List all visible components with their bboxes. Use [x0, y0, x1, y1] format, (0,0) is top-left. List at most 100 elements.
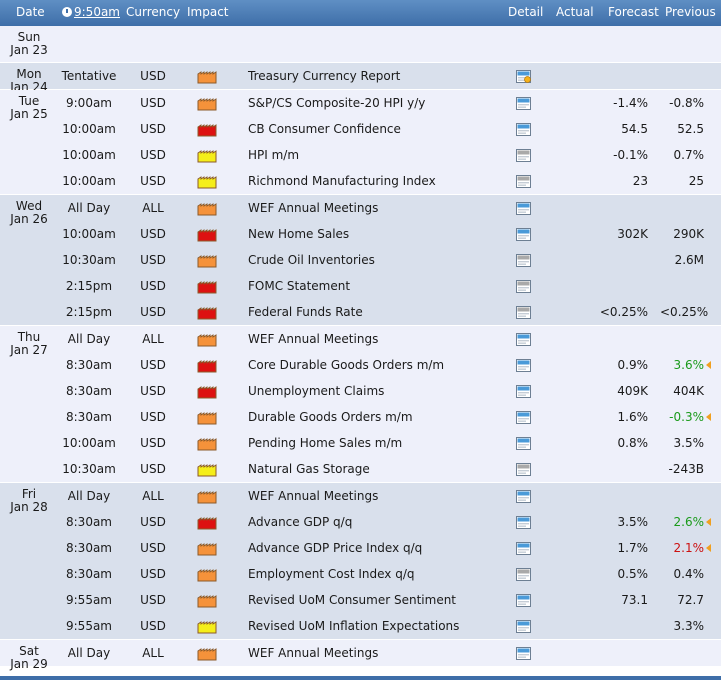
event-currency: USD [140, 410, 166, 424]
detail-icon[interactable] [516, 516, 531, 529]
table-row[interactable]: 10:30am USD Natural Gas Storage -243B [0, 456, 721, 482]
clock-icon [62, 7, 72, 17]
table-row[interactable]: 9:55am USD Revised UoM Consumer Sentiment 7… [0, 587, 721, 613]
detail-icon[interactable] [516, 490, 531, 503]
detail-icon[interactable] [516, 594, 531, 607]
table-row[interactable]: 8:30am USD Core Durable Goods Orders m/m 0.… [0, 352, 721, 378]
event-title[interactable]: Unemployment Claims [248, 384, 385, 398]
impact-medium-icon [197, 438, 217, 451]
event-title[interactable]: Natural Gas Storage [248, 462, 370, 476]
event-currency: USD [140, 227, 166, 241]
event-title[interactable]: WEF Annual Meetings [248, 489, 379, 503]
day-label: Sun Jan 23 [0, 31, 58, 57]
detail-icon[interactable] [516, 228, 531, 241]
event-title[interactable]: Durable Goods Orders m/m [248, 410, 413, 424]
detail-icon[interactable] [516, 280, 531, 293]
table-row[interactable]: 10:30am USD Crude Oil Inventories 2.6M [0, 247, 721, 273]
event-title[interactable]: New Home Sales [248, 227, 350, 241]
table-row[interactable]: 2:15pm USD FOMC Statement [0, 273, 721, 299]
table-row[interactable]: 8:30am USD Employment Cost Index q/q 0.5% 0.… [0, 561, 721, 587]
detail-icon[interactable] [516, 123, 531, 136]
impact-medium-icon [197, 543, 217, 556]
detail-icon[interactable] [516, 175, 531, 188]
event-title[interactable]: Treasury Currency Report [248, 69, 401, 83]
event-title[interactable]: FOMC Statement [248, 279, 351, 293]
event-title[interactable]: Richmond Manufacturing Index [248, 174, 436, 188]
event-title[interactable]: HPI m/m [248, 148, 300, 162]
event-forecast: 73.1 [621, 593, 648, 607]
detail-icon[interactable] [516, 306, 531, 319]
event-title[interactable]: Federal Funds Rate [248, 305, 363, 319]
event-currency: USD [140, 358, 166, 372]
detail-icon[interactable] [516, 359, 531, 372]
event-title[interactable]: WEF Annual Meetings [248, 646, 379, 660]
table-row[interactable]: 10:00am USD New Home Sales 302K 290K [0, 221, 721, 247]
event-title[interactable]: CB Consumer Confidence [248, 122, 401, 136]
table-row[interactable]: All Day ALL WEF Annual Meetings [0, 483, 721, 509]
event-title[interactable]: Employment Cost Index q/q [248, 567, 415, 581]
event-forecast: -1.4% [613, 96, 648, 110]
detail-icon[interactable] [516, 568, 531, 581]
table-row[interactable]: 8:30am USD Unemployment Claims 409K 404K [0, 378, 721, 404]
event-currency: ALL [142, 646, 164, 660]
table-row[interactable]: 10:00am USD Pending Home Sales m/m 0.8% 3.5% [0, 430, 721, 456]
table-row[interactable]: 8:30am USD Durable Goods Orders m/m 1.6% -0.… [0, 404, 721, 430]
detail-icon[interactable] [516, 647, 531, 660]
table-row[interactable]: 9:00am USD S&P/CS Composite-20 HPI y/y -1.4… [0, 90, 721, 116]
detail-icon[interactable] [516, 411, 531, 424]
event-previous: 72.7 [677, 593, 704, 607]
detail-icon[interactable] [516, 620, 531, 633]
day-label: Wed Jan 26 [0, 200, 58, 226]
event-title[interactable]: Pending Home Sales m/m [248, 436, 403, 450]
header-time[interactable]: 9:50am [74, 5, 120, 19]
event-title[interactable]: Revised UoM Consumer Sentiment [248, 593, 457, 607]
table-row[interactable]: Tentative USD Treasury Currency Report [0, 63, 721, 89]
detail-icon[interactable] [516, 542, 531, 555]
event-forecast: 3.5% [617, 515, 649, 529]
table-row[interactable]: All Day ALL WEF Annual Meetings [0, 326, 721, 352]
header-impact: Impact [187, 5, 229, 19]
event-title[interactable]: S&P/CS Composite-20 HPI y/y [248, 96, 426, 110]
detail-new-icon[interactable] [516, 70, 531, 83]
event-title[interactable]: WEF Annual Meetings [248, 201, 379, 215]
impact-medium-icon [197, 71, 217, 84]
table-row[interactable]: 8:30am USD Advance GDP q/q 3.5% 2.6% [0, 509, 721, 535]
event-title[interactable]: Crude Oil Inventories [248, 253, 375, 267]
day-label: Tue Jan 25 [0, 95, 58, 121]
detail-icon[interactable] [516, 97, 531, 110]
detail-icon[interactable] [516, 463, 531, 476]
day-label: Thu Jan 27 [0, 331, 58, 357]
revision-arrow-icon [706, 518, 711, 526]
impact-low-icon [197, 176, 217, 189]
table-row[interactable]: All Day ALL WEF Annual Meetings [0, 640, 721, 666]
table-row[interactable]: 8:30am USD Advance GDP Price Index q/q 1.7%… [0, 535, 721, 561]
detail-icon[interactable] [516, 149, 531, 162]
event-previous: -243B [668, 462, 704, 476]
table-row[interactable]: 10:00am USD Richmond Manufacturing Index 23… [0, 168, 721, 194]
table-row[interactable]: 9:55am USD Revised UoM Inflation Expectati… [0, 613, 721, 639]
event-currency: USD [140, 593, 166, 607]
day-date: Jan 23 [10, 43, 48, 57]
detail-icon[interactable] [516, 385, 531, 398]
table-row[interactable]: 10:00am USD HPI m/m -0.1% 0.7% [0, 142, 721, 168]
event-title[interactable]: Advance GDP Price Index q/q [248, 541, 423, 555]
event-title[interactable]: Core Durable Goods Orders m/m [248, 358, 445, 372]
event-currency: USD [140, 384, 166, 398]
table-row[interactable]: 10:00am USD CB Consumer Confidence 54.5 52.5 [0, 116, 721, 142]
time-toggle[interactable]: 9:50am [62, 5, 120, 19]
event-forecast: 409K [617, 384, 648, 398]
event-title[interactable]: WEF Annual Meetings [248, 332, 379, 346]
footer-bar [0, 676, 721, 680]
table-row[interactable]: 2:15pm USD Federal Funds Rate <0.25% <0.25% [0, 299, 721, 325]
detail-icon[interactable] [516, 202, 531, 215]
event-previous: 3.3% [673, 619, 705, 633]
event-title[interactable]: Revised UoM Inflation Expectations [248, 619, 460, 633]
detail-icon[interactable] [516, 437, 531, 450]
detail-icon[interactable] [516, 333, 531, 346]
detail-icon[interactable] [516, 254, 531, 267]
event-currency: USD [140, 96, 166, 110]
event-time: 8:30am [66, 541, 112, 555]
table-row[interactable]: All Day ALL WEF Annual Meetings [0, 195, 721, 221]
event-title[interactable]: Advance GDP q/q [248, 515, 353, 529]
